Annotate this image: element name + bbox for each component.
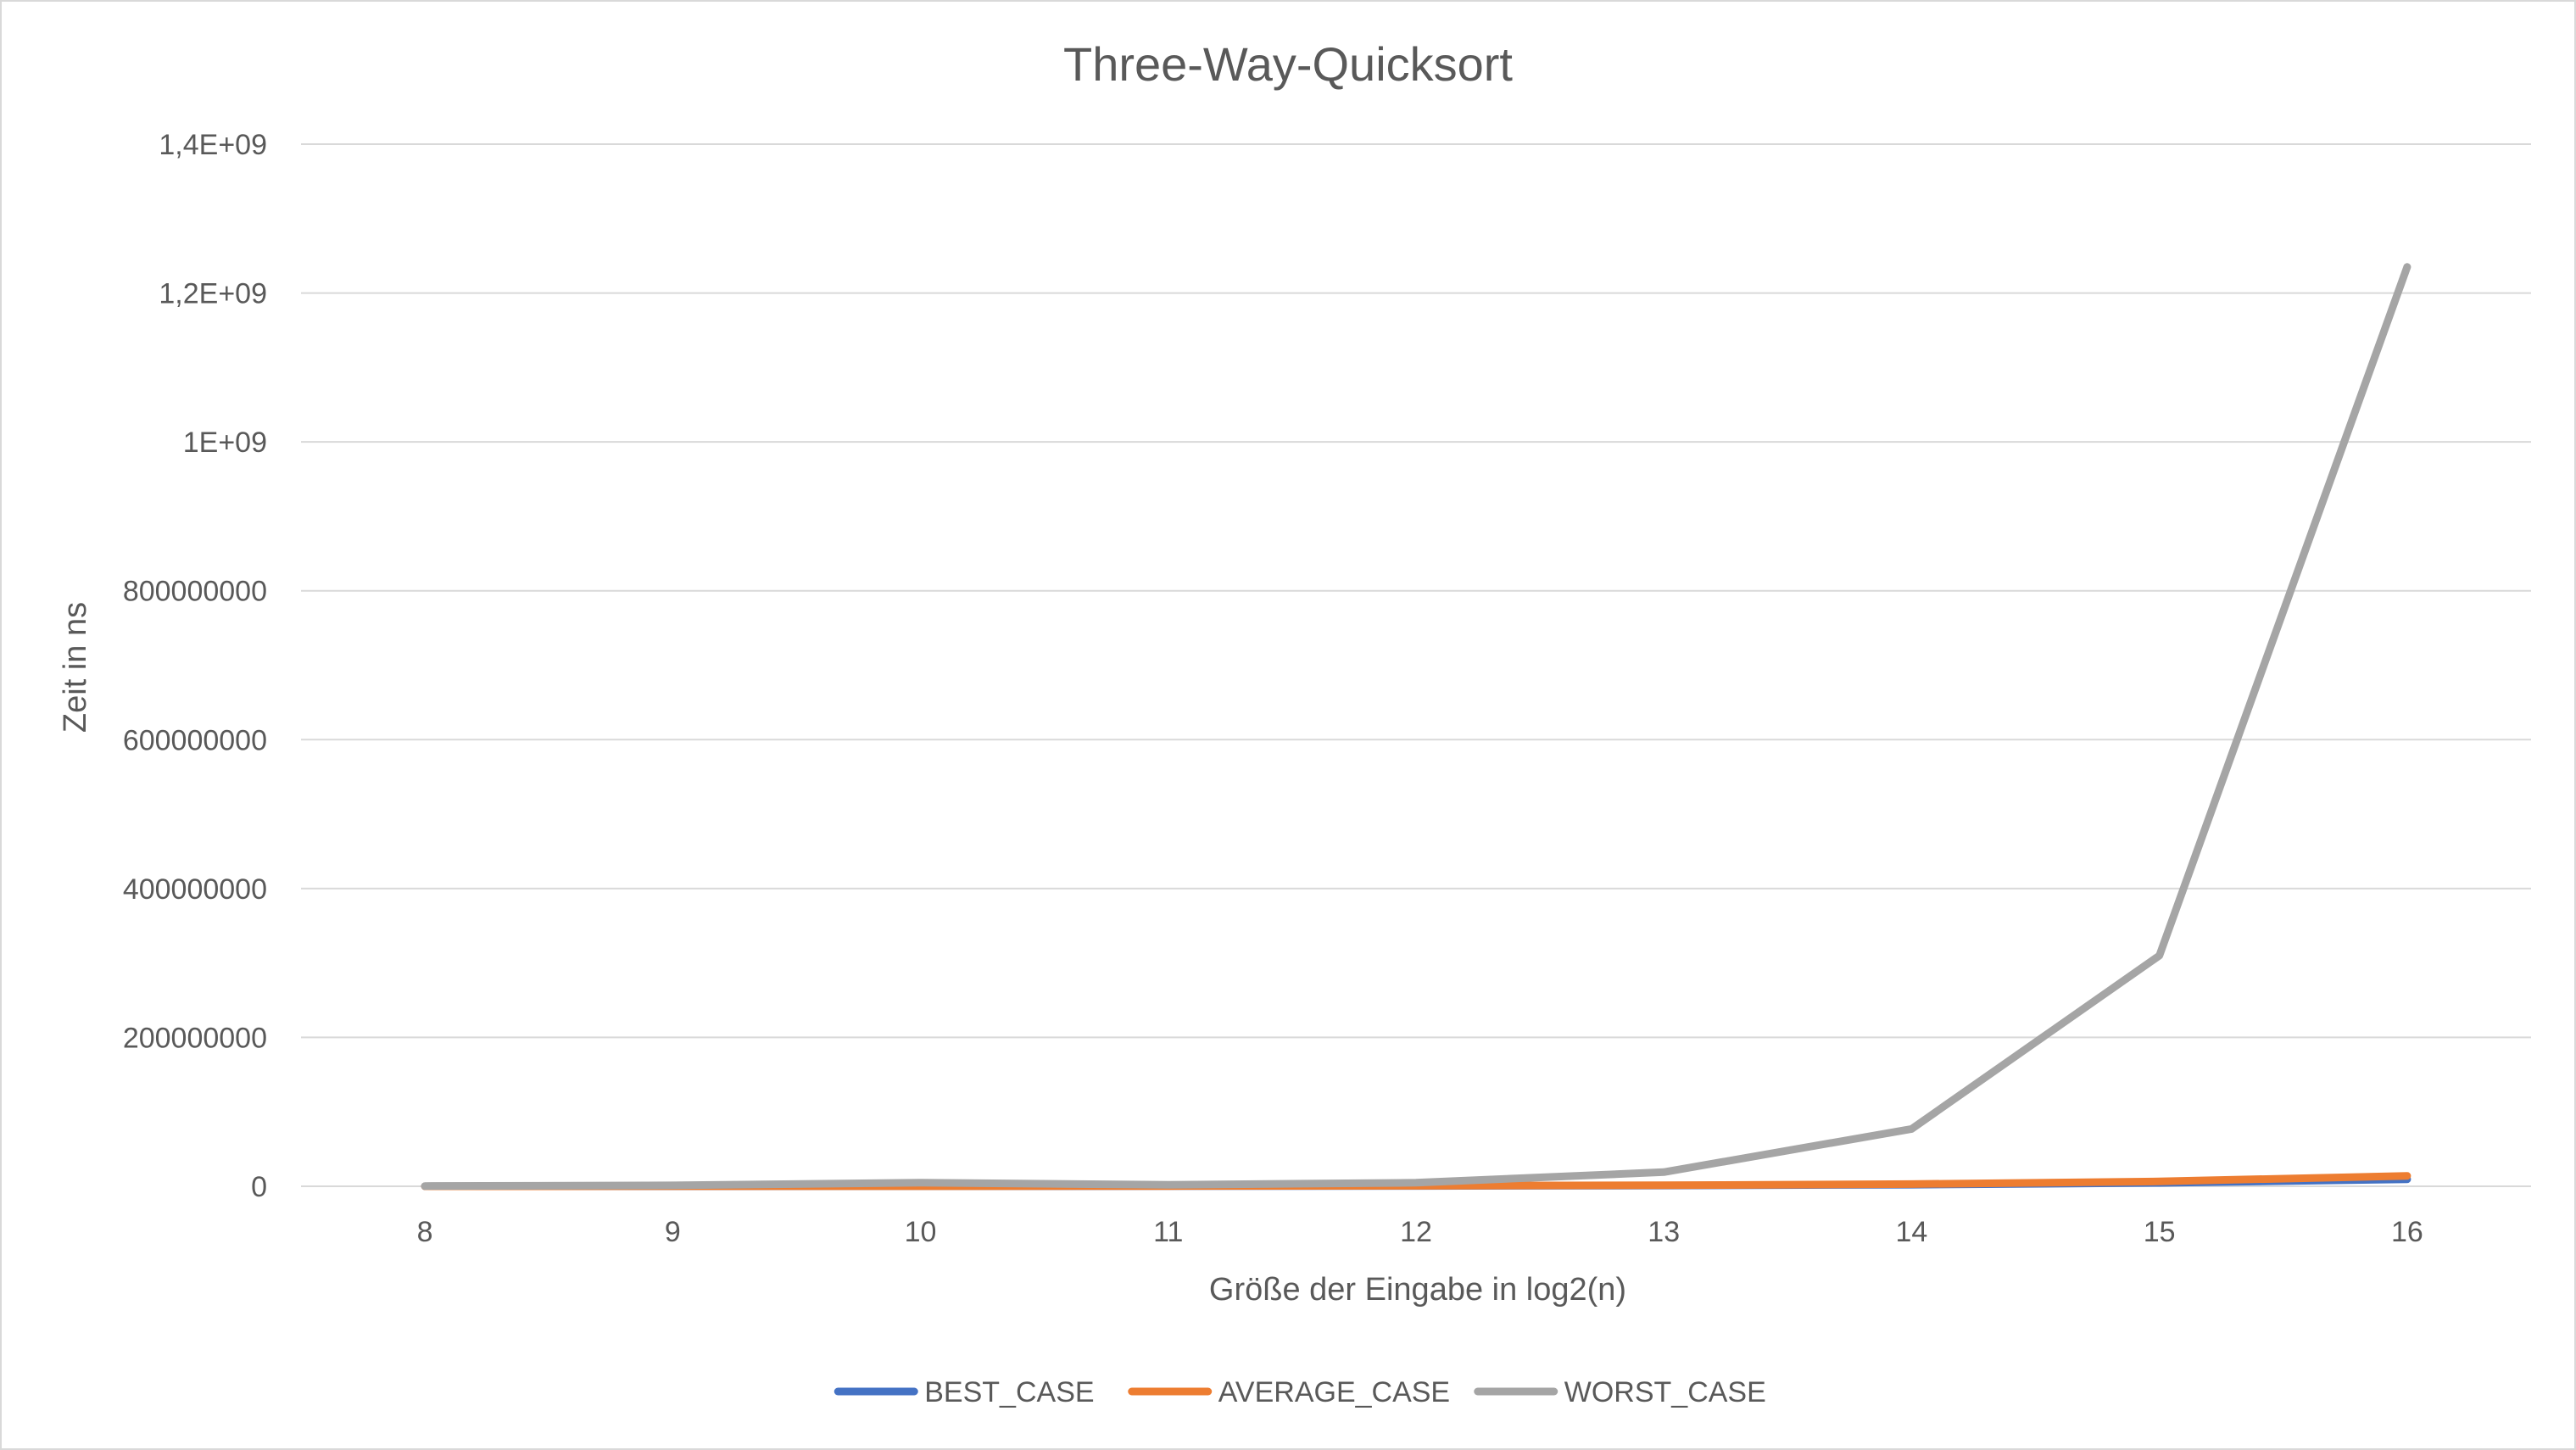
legend-label: AVERAGE_CASE: [1218, 1376, 1450, 1408]
legend-item-worst-case: WORST_CASE: [1474, 1376, 1766, 1408]
x-tick-label: 14: [1896, 1216, 1928, 1248]
x-tick-label: 13: [1648, 1216, 1680, 1248]
x-axis-tick-labels: 8 9 10 11 12 13 14 15 16: [417, 1216, 2423, 1248]
x-tick-label: 11: [1153, 1216, 1183, 1248]
gridlines: [301, 143, 2531, 1187]
y-tick-label: 600000000: [123, 724, 267, 756]
y-tick-label: 0: [251, 1171, 267, 1203]
legend-item-best-case: BEST_CASE: [834, 1376, 1095, 1408]
x-tick-label: 16: [2391, 1216, 2423, 1248]
legend-label: BEST_CASE: [924, 1376, 1094, 1408]
y-tick-label: 200000000: [123, 1022, 267, 1054]
y-tick-label: 800000000: [123, 576, 267, 608]
legend-item-average-case: AVERAGE_CASE: [1128, 1376, 1450, 1408]
series-lines: [421, 263, 2412, 1191]
y-tick-label: 1E+09: [183, 427, 267, 459]
chart-title: Three-Way-Quicksort: [1063, 37, 1513, 91]
legend: BEST_CASE AVERAGE_CASE WORST_CASE: [834, 1376, 1766, 1408]
y-tick-label: 400000000: [123, 873, 267, 906]
y-axis-tick-labels: 0 200000000 400000000 600000000 800000000 1E+…: [123, 129, 267, 1203]
x-axis-title: Größe der Eingabe in log2(n): [1209, 1272, 1626, 1308]
legend-label: WORST_CASE: [1564, 1376, 1766, 1408]
series-line-worst-case: [421, 263, 2412, 1191]
x-tick-label: 10: [905, 1216, 937, 1248]
x-tick-label: 12: [1400, 1216, 1432, 1248]
y-tick-label: 1,2E+09: [159, 278, 267, 310]
y-tick-label: 1,4E+09: [159, 129, 267, 161]
y-axis-title: Zeit in ns: [58, 602, 93, 733]
x-tick-label: 15: [2144, 1216, 2176, 1248]
x-tick-label: 8: [417, 1216, 433, 1248]
x-tick-label: 9: [665, 1216, 681, 1248]
